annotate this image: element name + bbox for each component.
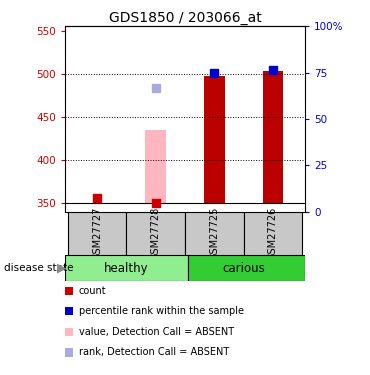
Text: count: count: [78, 286, 106, 296]
Point: [153, 200, 159, 206]
Text: carious: carious: [222, 262, 265, 274]
Text: GSM27728: GSM27728: [151, 207, 161, 260]
FancyBboxPatch shape: [65, 255, 188, 281]
Bar: [145, 130, 166, 203]
FancyBboxPatch shape: [126, 212, 185, 255]
FancyBboxPatch shape: [68, 212, 126, 255]
Text: rank, Detection Call = ABSENT: rank, Detection Call = ABSENT: [78, 348, 229, 357]
Text: GSM27726: GSM27726: [268, 207, 278, 260]
Text: value, Detection Call = ABSENT: value, Detection Call = ABSENT: [78, 327, 234, 337]
Point: [153, 84, 159, 90]
Text: GSM27727: GSM27727: [92, 207, 102, 260]
FancyBboxPatch shape: [188, 255, 305, 281]
Text: GSM27725: GSM27725: [209, 207, 219, 260]
Text: percentile rank within the sample: percentile rank within the sample: [78, 306, 243, 316]
FancyBboxPatch shape: [185, 212, 244, 255]
Point: [94, 195, 100, 201]
Point: [270, 67, 276, 73]
Text: healthy: healthy: [104, 262, 149, 274]
Title: GDS1850 / 203066_at: GDS1850 / 203066_at: [109, 11, 261, 25]
Text: ▶: ▶: [57, 262, 67, 274]
Point: [211, 70, 217, 76]
FancyBboxPatch shape: [244, 212, 302, 255]
Bar: [204, 76, 225, 203]
Bar: [263, 71, 283, 203]
Text: disease state: disease state: [4, 263, 73, 273]
